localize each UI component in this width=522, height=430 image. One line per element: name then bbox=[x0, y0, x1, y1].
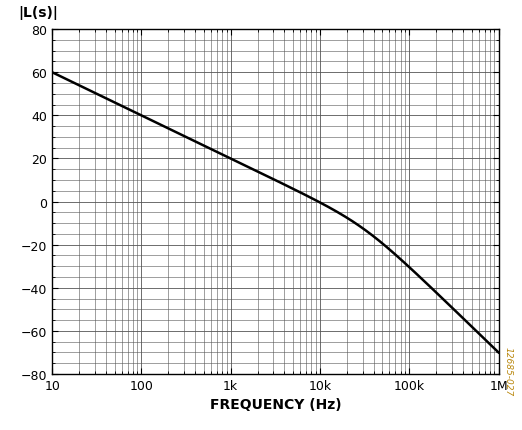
Text: 12685-027: 12685-027 bbox=[504, 347, 513, 396]
Text: |L(s)|: |L(s)| bbox=[19, 6, 58, 20]
X-axis label: FREQUENCY (Hz): FREQUENCY (Hz) bbox=[209, 397, 341, 412]
